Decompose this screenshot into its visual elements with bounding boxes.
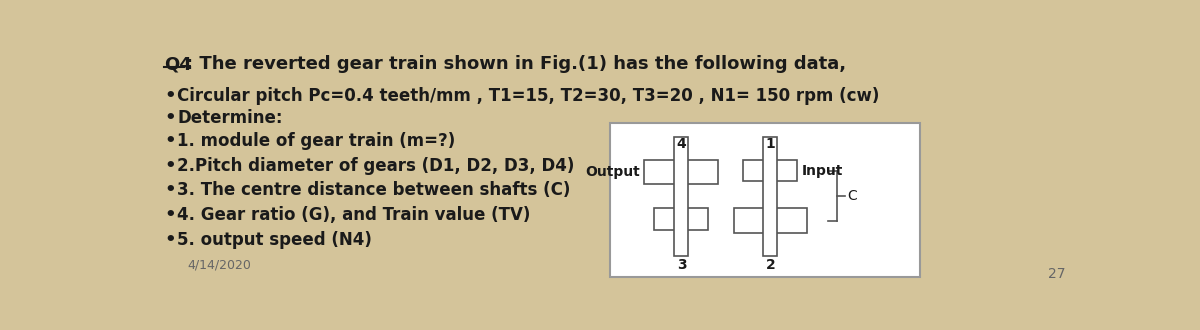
Text: 3. The centre distance between shafts (C): 3. The centre distance between shafts (C…: [178, 181, 570, 199]
Bar: [743, 160, 797, 181]
Text: •: •: [164, 206, 175, 224]
Text: 2: 2: [766, 257, 775, 272]
Text: •: •: [164, 157, 175, 175]
Text: 2.Pitch diameter of gears (D1, D2, D3, D4): 2.Pitch diameter of gears (D1, D2, D3, D…: [178, 157, 575, 175]
Text: •: •: [164, 181, 175, 199]
Text: C: C: [847, 188, 857, 203]
Text: 27: 27: [1048, 267, 1066, 281]
Text: 4: 4: [677, 137, 686, 151]
Text: 5. output speed (N4): 5. output speed (N4): [178, 231, 372, 248]
Text: 3: 3: [677, 257, 686, 272]
Text: 1: 1: [766, 137, 775, 151]
Text: Output: Output: [586, 165, 640, 179]
Text: •: •: [164, 132, 175, 150]
Bar: [610, 123, 919, 277]
Bar: [674, 137, 688, 256]
Text: Circular pitch Pc=0.4 teeth/mm , T1=15, T2=30, T3=20 , N1= 150 rpm (cw): Circular pitch Pc=0.4 teeth/mm , T1=15, …: [178, 87, 880, 105]
Text: Input: Input: [802, 163, 844, 178]
Bar: [733, 208, 808, 233]
Text: •: •: [164, 109, 175, 127]
Text: 4. Gear ratio (G), and Train value (TV): 4. Gear ratio (G), and Train value (TV): [178, 206, 530, 224]
Text: 4/14/2020: 4/14/2020: [187, 258, 251, 271]
Text: Q4: Q4: [164, 55, 192, 73]
Bar: [763, 137, 776, 256]
Text: 1. module of gear train (m=?): 1. module of gear train (m=?): [178, 132, 455, 150]
Text: : The reverted gear train shown in Fig.(1) has the following data,: : The reverted gear train shown in Fig.(…: [186, 55, 846, 73]
Text: •: •: [164, 87, 175, 105]
Bar: [644, 160, 718, 184]
Text: Determine:: Determine:: [178, 109, 283, 127]
Text: •: •: [164, 231, 175, 248]
Bar: [654, 208, 708, 230]
